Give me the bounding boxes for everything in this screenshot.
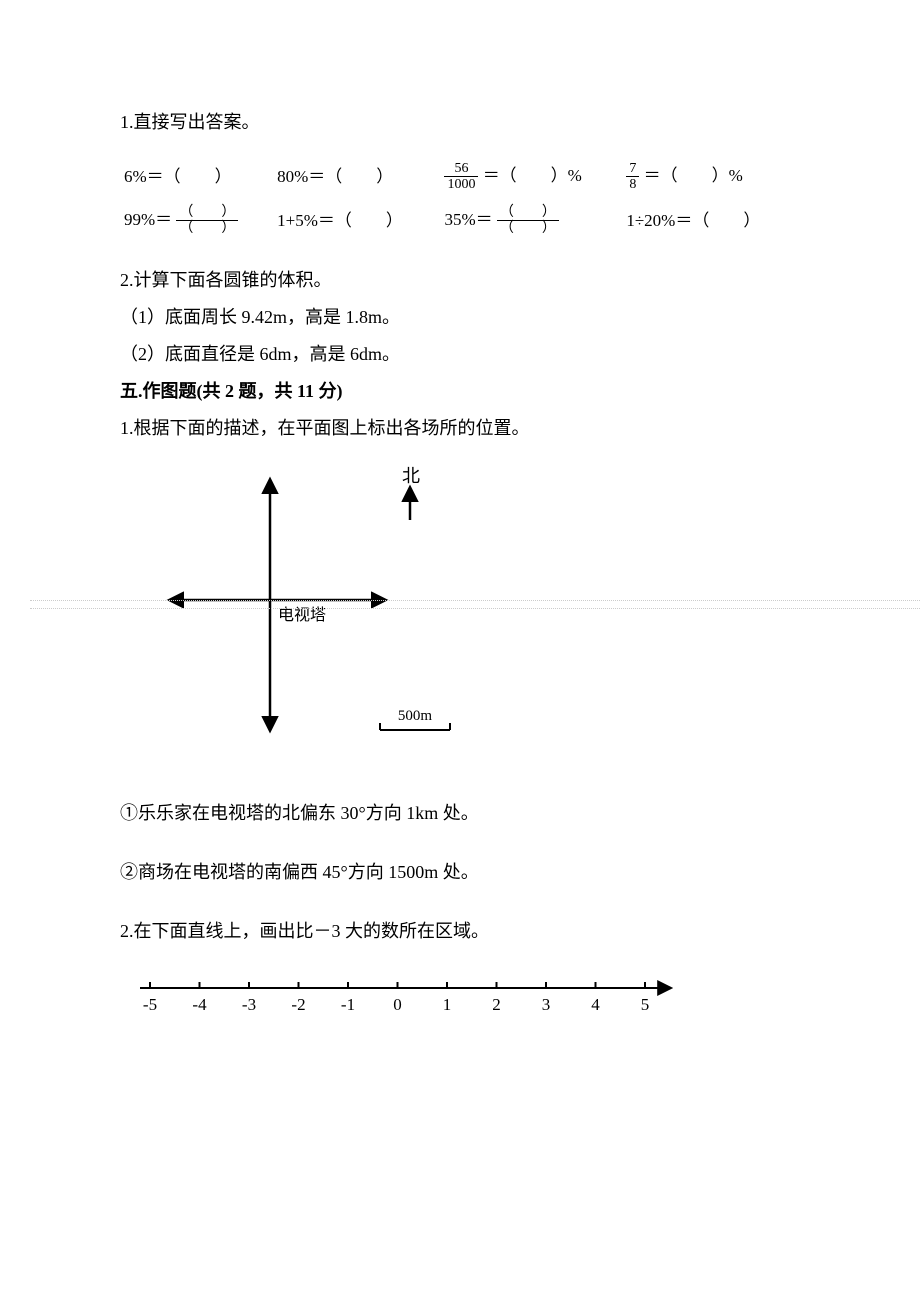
fraction: 7 8 <box>626 161 639 193</box>
q1-prompt: 1.直接写出答案。 <box>120 108 800 137</box>
svg-text:500m: 500m <box>398 708 433 724</box>
svg-text:-5: -5 <box>143 995 157 1014</box>
eq-cell: 1+5%＝（ ） <box>273 199 440 243</box>
eq-text: 1+5%＝（ ） <box>277 211 403 230</box>
section5-heading: 五.作图题(共 2 题，共 11 分) <box>120 377 800 406</box>
eq-text: 99%＝ <box>124 209 172 228</box>
eq-text: ＝（ ）% <box>644 166 743 185</box>
eq-text: 6%＝（ ） <box>124 167 232 186</box>
svg-text:-1: -1 <box>341 995 355 1014</box>
q2-item2: （2）底面直径是 6dm，高是 6dm。 <box>120 340 800 369</box>
svg-text:电视塔: 电视塔 <box>278 606 326 624</box>
eq-cell: 6%＝（ ） <box>120 155 273 199</box>
numberline-svg: -5 -4 -3 -2 -1 0 1 2 3 4 5 <box>130 966 690 1026</box>
s5q1-item2: ②商场在电视塔的南偏西 45°方向 1500m 处。 <box>120 858 800 887</box>
s5q2-prompt: 2.在下面直线上，画出比－3 大的数所在区域。 <box>120 917 800 946</box>
eq-text: 80%＝（ ） <box>277 167 393 186</box>
s5q1-item1: ①乐乐家在电视塔的北偏东 30°方向 1km 处。 <box>120 799 800 828</box>
eq-text: 1÷20%＝（ ） <box>626 211 760 230</box>
eq-cell: 56 1000 ＝（ ）% <box>440 155 622 199</box>
svg-text:-4: -4 <box>192 995 207 1014</box>
fraction-numerator: 7 <box>626 161 639 177</box>
fraction: （ ） （ ） <box>176 205 238 237</box>
eq-text: ＝（ ）% <box>483 166 582 185</box>
compass-diagram: 电视塔 北 500m <box>150 460 800 769</box>
fraction-denominator: 8 <box>626 177 639 192</box>
svg-text:0: 0 <box>393 995 402 1014</box>
svg-text:-2: -2 <box>291 995 305 1014</box>
svg-text:1: 1 <box>443 995 452 1014</box>
svg-text:2: 2 <box>492 995 501 1014</box>
eq-cell: 7 8 ＝（ ）% <box>622 155 800 199</box>
svg-text:4: 4 <box>591 995 600 1014</box>
table-row: 6%＝（ ） 80%＝（ ） 56 1000 ＝（ ）% 7 8 ＝（ ）% <box>120 155 800 199</box>
fraction-denominator: （ ） <box>497 221 559 236</box>
q2-item1: （1）底面周长 9.42m，高是 1.8m。 <box>120 303 800 332</box>
svg-text:3: 3 <box>542 995 551 1014</box>
compass-svg: 电视塔 北 500m <box>150 460 470 760</box>
eq-cell: 35%＝ （ ） （ ） <box>440 199 622 243</box>
svg-text:-3: -3 <box>242 995 256 1014</box>
fraction-denominator: 1000 <box>444 177 478 192</box>
table-row: 99%＝ （ ） （ ） 1+5%＝（ ） 35%＝ （ ） （ ） 1÷20%… <box>120 199 800 243</box>
eq-cell: 99%＝ （ ） （ ） <box>120 199 273 243</box>
eq-cell: 80%＝（ ） <box>273 155 440 199</box>
svg-text:5: 5 <box>641 995 650 1014</box>
numberline-diagram: -5 -4 -3 -2 -1 0 1 2 3 4 5 <box>130 966 800 1035</box>
fraction-numerator: 56 <box>444 161 478 177</box>
eq-cell: 1÷20%＝（ ） <box>622 199 800 243</box>
fraction: 56 1000 <box>444 161 478 193</box>
s5q1-prompt: 1.根据下面的描述，在平面图上标出各场所的位置。 <box>120 414 800 443</box>
eq-text: 35%＝ <box>444 209 492 228</box>
q2-prompt: 2.计算下面各圆锥的体积。 <box>120 266 800 295</box>
fraction-numerator: （ ） <box>497 205 559 221</box>
svg-text:北: 北 <box>402 466 420 486</box>
fraction: （ ） （ ） <box>497 205 559 237</box>
q1-equation-table: 6%＝（ ） 80%＝（ ） 56 1000 ＝（ ）% 7 8 ＝（ ）% 9… <box>120 155 800 243</box>
fraction-denominator: （ ） <box>176 221 238 236</box>
fraction-numerator: （ ） <box>176 205 238 221</box>
